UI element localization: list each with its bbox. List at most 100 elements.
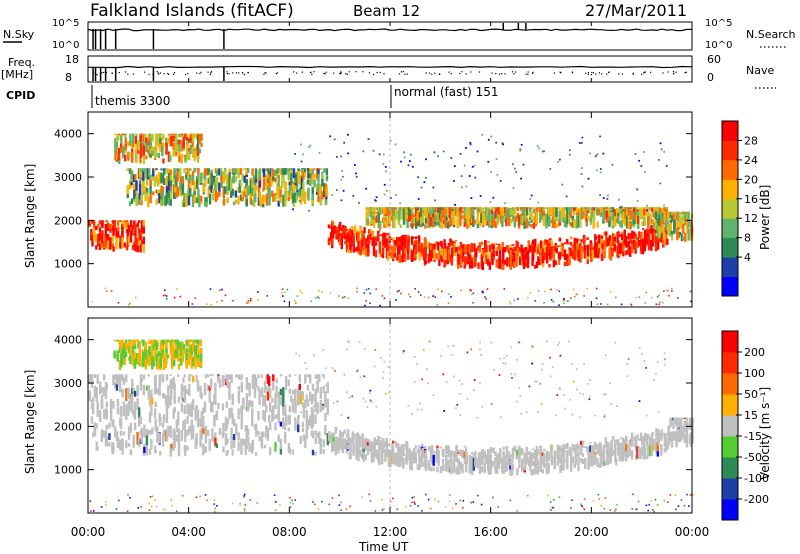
range-gate-cell	[560, 447, 563, 452]
range-gate-cell	[568, 249, 571, 256]
range-gate-cell	[322, 386, 325, 394]
range-gate-cell	[180, 348, 183, 354]
nave-point	[591, 71, 593, 74]
range-gate-cell	[177, 441, 181, 453]
range-gate-cell	[583, 245, 587, 251]
range-gate-cell	[167, 173, 171, 181]
range-gate-cell	[138, 349, 141, 363]
range-gate-cell	[575, 238, 579, 244]
range-gate-cell	[487, 241, 490, 243]
range-gate-cell	[532, 239, 535, 245]
range-gate-cell	[323, 183, 326, 190]
noise-cell	[356, 287, 358, 290]
range-gate-cell	[523, 458, 527, 469]
range-gate-cell	[352, 441, 355, 451]
range-gate-cell	[589, 451, 592, 460]
noise-cell	[550, 288, 552, 291]
range-gate-cell	[292, 168, 296, 179]
range-gate-cell	[519, 213, 523, 225]
range-gate-cell	[656, 207, 659, 213]
range-gate-cell	[558, 237, 562, 242]
range-gate-cell	[301, 391, 305, 397]
range-gate-cell	[400, 255, 403, 262]
speckle-cell	[453, 180, 455, 182]
speckle-cell	[403, 156, 406, 159]
range-gate-cell	[640, 238, 643, 248]
range-gate-cell	[355, 454, 358, 460]
freq-unit: [MHz]	[1, 68, 33, 81]
range-gate-cell	[558, 210, 562, 222]
range-gate-cell	[292, 202, 296, 208]
range-gate-cell	[226, 374, 229, 379]
range-gate-cell	[196, 197, 199, 203]
range-gate-cell	[332, 433, 335, 443]
nave-point	[156, 71, 158, 73]
range-gate-cell	[421, 443, 424, 447]
range-gate-cell	[468, 207, 471, 215]
range-gate-cell	[473, 219, 476, 225]
range-gate-cell	[314, 375, 317, 379]
range-gate-cell	[527, 240, 530, 250]
range-gate-cell	[165, 192, 169, 205]
range-gate-cell	[154, 339, 157, 351]
range-gate-cell	[275, 378, 278, 384]
range-gate-cell	[294, 420, 297, 431]
range-gate-cell	[95, 393, 98, 403]
range-gate-cell	[138, 168, 142, 178]
range-gate-cell	[151, 427, 154, 435]
nave-point	[148, 73, 150, 75]
range-gate-cell	[435, 452, 438, 463]
colorbar-swatch	[722, 237, 738, 258]
range-gate-cell	[529, 210, 532, 218]
range-gate-cell	[555, 247, 558, 254]
range-gate-cell	[417, 221, 420, 226]
range-gate-cell	[119, 407, 123, 417]
noise-cell	[396, 290, 399, 293]
range-gate-cell	[160, 172, 163, 184]
range-gate-cell	[509, 257, 513, 270]
range-gate-cell	[266, 432, 270, 439]
range-gate-cell	[237, 391, 241, 399]
range-gate-cell	[136, 241, 139, 253]
range-gate-cell	[569, 236, 573, 239]
range-gate-cell	[301, 396, 305, 401]
range-gate-cell	[129, 230, 133, 243]
range-gate-cell	[156, 390, 159, 395]
range-gate-cell	[282, 174, 285, 183]
range-gate-cell	[521, 215, 524, 224]
range-gate-cell	[314, 414, 317, 424]
range-gate-cell	[345, 229, 349, 231]
range-gate-cell	[191, 171, 195, 177]
noise-cell	[690, 300, 692, 303]
range-gate-cell	[458, 462, 461, 475]
range-gate-cell	[193, 149, 197, 153]
range-gate-cell	[615, 208, 619, 220]
range-gate-cell	[281, 168, 284, 172]
range-gate-cell	[494, 220, 497, 228]
range-gate-cell	[489, 447, 492, 454]
nave-point	[662, 72, 664, 74]
speckle-cell	[291, 176, 294, 179]
range-gate-cell	[431, 243, 434, 248]
range-gate-cell	[244, 439, 247, 450]
nsky-panel: N.Sky 10^5 10^0 10^5 10^0 N.Search	[3, 18, 796, 51]
range-gate-cell	[420, 207, 423, 217]
range-gate-cell	[162, 415, 166, 421]
range-gate-cell	[346, 434, 350, 438]
nave-point	[368, 72, 371, 74]
range-gate-cell	[577, 444, 580, 449]
nsky-tick-top: 10^5	[52, 18, 79, 29]
range-gate-cell	[604, 443, 607, 448]
range-gate-cell	[100, 436, 103, 442]
range-gate-cell	[527, 451, 531, 456]
range-gate-cell	[365, 238, 368, 250]
speckle-cell	[658, 159, 660, 161]
range-gate-cell	[257, 386, 260, 392]
range-gate-cell	[205, 197, 208, 202]
range-gate-cell	[198, 195, 201, 208]
range-gate-cell	[551, 216, 555, 228]
range-gate-cell	[185, 352, 188, 366]
colorbar-tick-label: 4	[744, 251, 751, 264]
range-gate-cell	[428, 463, 431, 468]
range-gate-cell	[171, 353, 174, 365]
